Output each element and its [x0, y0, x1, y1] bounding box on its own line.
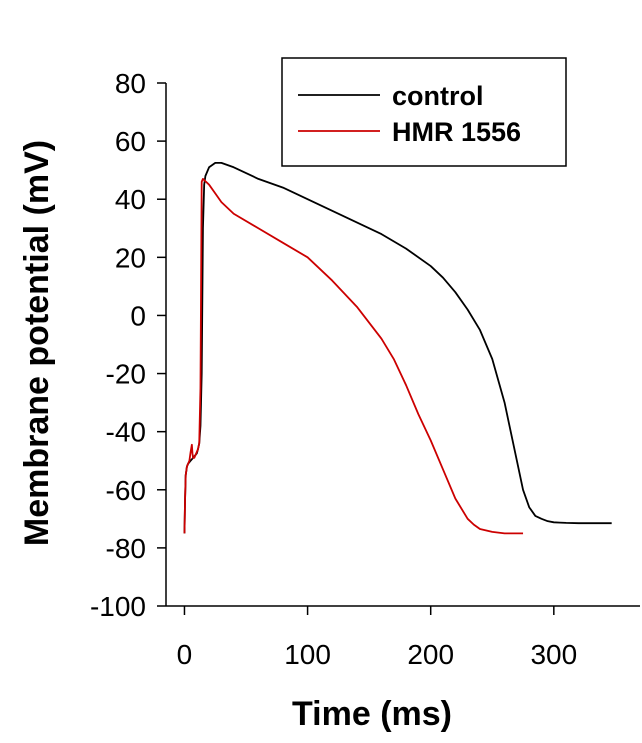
- series-line-hmr-1556: [183, 177, 524, 535]
- x-tick-label: 100: [284, 639, 331, 670]
- x-axis-title: Time (ms): [292, 695, 452, 733]
- y-tick-label: 20: [115, 242, 146, 273]
- legend-label-control: control: [392, 81, 484, 111]
- y-tick-label: 0: [130, 300, 146, 331]
- series-layer: [183, 162, 612, 535]
- x-tick-label: 300: [530, 639, 577, 670]
- y-tick-label: -100: [90, 591, 146, 622]
- y-axis-title: Membrane potential (mV): [18, 140, 56, 546]
- legend: control HMR 1556: [281, 57, 567, 167]
- series-line-control: [183, 162, 612, 534]
- axes: -100 -80 -60 -40 -20 0 20 40 60 80 0 100 200 300: [90, 68, 640, 670]
- legend-box: [281, 57, 567, 167]
- y-tick-label: -40: [106, 417, 146, 448]
- y-tick-label: 60: [115, 126, 146, 157]
- y-tick-label: -60: [106, 475, 146, 506]
- y-tick-label: -80: [106, 533, 146, 564]
- y-tick-label: 40: [115, 184, 146, 215]
- y-tick-label: 80: [115, 68, 146, 99]
- y-tick-label: -20: [106, 359, 146, 390]
- x-tick-label: 200: [407, 639, 454, 670]
- legend-label-hmr-1556: HMR 1556: [392, 117, 521, 147]
- x-tick-label: 0: [177, 639, 193, 670]
